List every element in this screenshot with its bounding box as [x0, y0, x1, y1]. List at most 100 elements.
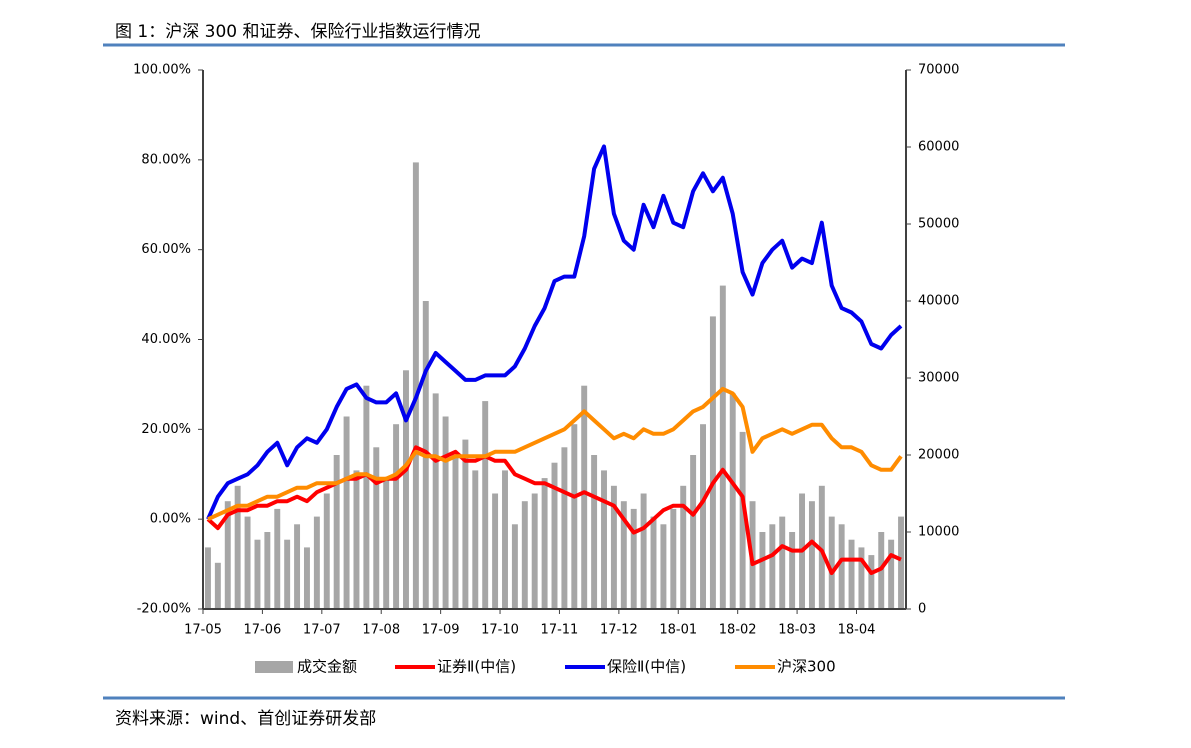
x-tick-label: 17-09: [422, 623, 460, 638]
volume-bar: [610, 485, 617, 609]
line-series: [206, 144, 903, 521]
volume-bar: [680, 485, 687, 609]
y-tick-label: 60.00%: [141, 242, 191, 257]
volume-bar: [531, 493, 538, 609]
volume-bar: [779, 516, 786, 609]
volume-bar: [789, 532, 796, 609]
volume-bar: [442, 416, 449, 609]
volume-bar: [521, 501, 528, 609]
volume-bar: [274, 508, 281, 609]
y-tick-label: 40.00%: [141, 332, 191, 347]
volume-bar: [571, 424, 578, 609]
volume-bar: [660, 524, 667, 609]
volume-bar: [650, 516, 657, 609]
x-tick-label: 18-02: [719, 623, 757, 638]
volume-bar: [541, 478, 548, 609]
volume-bar: [294, 524, 301, 609]
volume-bar: [700, 424, 706, 609]
volume-bar: [492, 493, 499, 609]
volume-bar: [818, 485, 825, 609]
line-series: [207, 386, 903, 522]
y-tick-label: 0.00%: [150, 512, 191, 527]
legend-label: 保险Ⅱ(中信): [607, 658, 686, 676]
volume-bar: [244, 516, 251, 609]
x-tick-label: 18-01: [659, 623, 697, 638]
volume-bar: [670, 508, 677, 609]
y2-tick-label: 10000: [918, 525, 959, 540]
y2-tick-label: 60000: [918, 140, 959, 155]
volume-bar: [858, 547, 865, 609]
volume-bar: [254, 539, 261, 609]
volume-bar: [848, 539, 855, 609]
volume-bar: [551, 462, 558, 609]
volume-bar: [373, 447, 380, 609]
volume-bar: [224, 501, 231, 609]
volume-bar: [333, 455, 340, 609]
volume-bar: [739, 431, 746, 609]
volume-bar: [214, 562, 221, 609]
volume-bar: [769, 524, 776, 609]
volume-bar: [591, 455, 598, 609]
volume-bar: [383, 478, 390, 609]
volume-bar: [323, 493, 330, 609]
x-tick-label: 18-04: [838, 623, 876, 638]
volume-bar: [403, 370, 409, 609]
volume-bar: [561, 447, 568, 609]
volume-bar: [393, 424, 400, 609]
volume-bar: [204, 547, 211, 609]
volume-bar: [888, 539, 895, 609]
x-tick-label: 17-07: [303, 623, 341, 638]
legend-swatch: [255, 661, 293, 673]
volume-bar: [234, 485, 241, 609]
volume-bar: [502, 470, 508, 609]
volume-bar: [452, 455, 459, 609]
volume-bar: [640, 493, 647, 609]
x-tick-label: 17-10: [481, 623, 519, 638]
volume-bar: [363, 385, 370, 609]
legend-label: 沪深300: [777, 658, 836, 676]
legend-label: 证券Ⅱ(中信): [437, 658, 516, 676]
volume-bar: [868, 555, 875, 609]
volume-bar: [264, 532, 271, 609]
volume-bar: [709, 316, 716, 609]
volume-bar: [759, 532, 766, 609]
volume-bar: [284, 539, 291, 609]
volume-bar: [808, 501, 815, 609]
volume-bar: [412, 162, 419, 609]
x-tick-label: 17-08: [362, 623, 400, 638]
y2-tick-label: 50000: [918, 217, 959, 232]
x-tick-label: 17-12: [600, 623, 638, 638]
volume-bar: [313, 516, 320, 609]
volume-bar: [482, 401, 489, 609]
y2-tick-label: 40000: [918, 294, 959, 309]
y-tick-label: 100.00%: [133, 63, 191, 78]
volume-bar: [828, 516, 835, 609]
legend-label: 成交金额: [297, 658, 357, 676]
volume-bar: [601, 470, 607, 609]
volume-bar: [719, 285, 726, 609]
y2-tick-label: 20000: [918, 448, 959, 463]
volume-bar: [343, 416, 350, 609]
x-tick-label: 17-11: [541, 623, 579, 638]
volume-bar: [353, 470, 360, 609]
volume-bar: [432, 393, 439, 609]
y-tick-label: -20.00%: [137, 602, 191, 617]
volume-bar: [620, 501, 627, 609]
y2-tick-label: 70000: [918, 63, 959, 78]
y-tick-label: 80.00%: [141, 152, 191, 167]
volume-bar: [838, 524, 845, 609]
volume-bar: [898, 516, 905, 609]
y2-tick-label: 0: [918, 602, 926, 617]
volume-bar: [472, 470, 479, 609]
volume-bar: [462, 439, 469, 609]
line-series: [206, 445, 902, 576]
source-note: 资料来源：wind、首创证券研发部: [115, 709, 376, 729]
volume-bar: [630, 508, 637, 609]
y-tick-label: 20.00%: [141, 422, 191, 437]
volume-bar: [303, 547, 310, 609]
chart-title: 图 1：沪深 300 和证券、保险行业指数运行情况: [115, 22, 480, 42]
y2-tick-label: 30000: [918, 371, 959, 386]
x-tick-label: 18-03: [778, 623, 816, 638]
volume-bar: [511, 524, 518, 609]
